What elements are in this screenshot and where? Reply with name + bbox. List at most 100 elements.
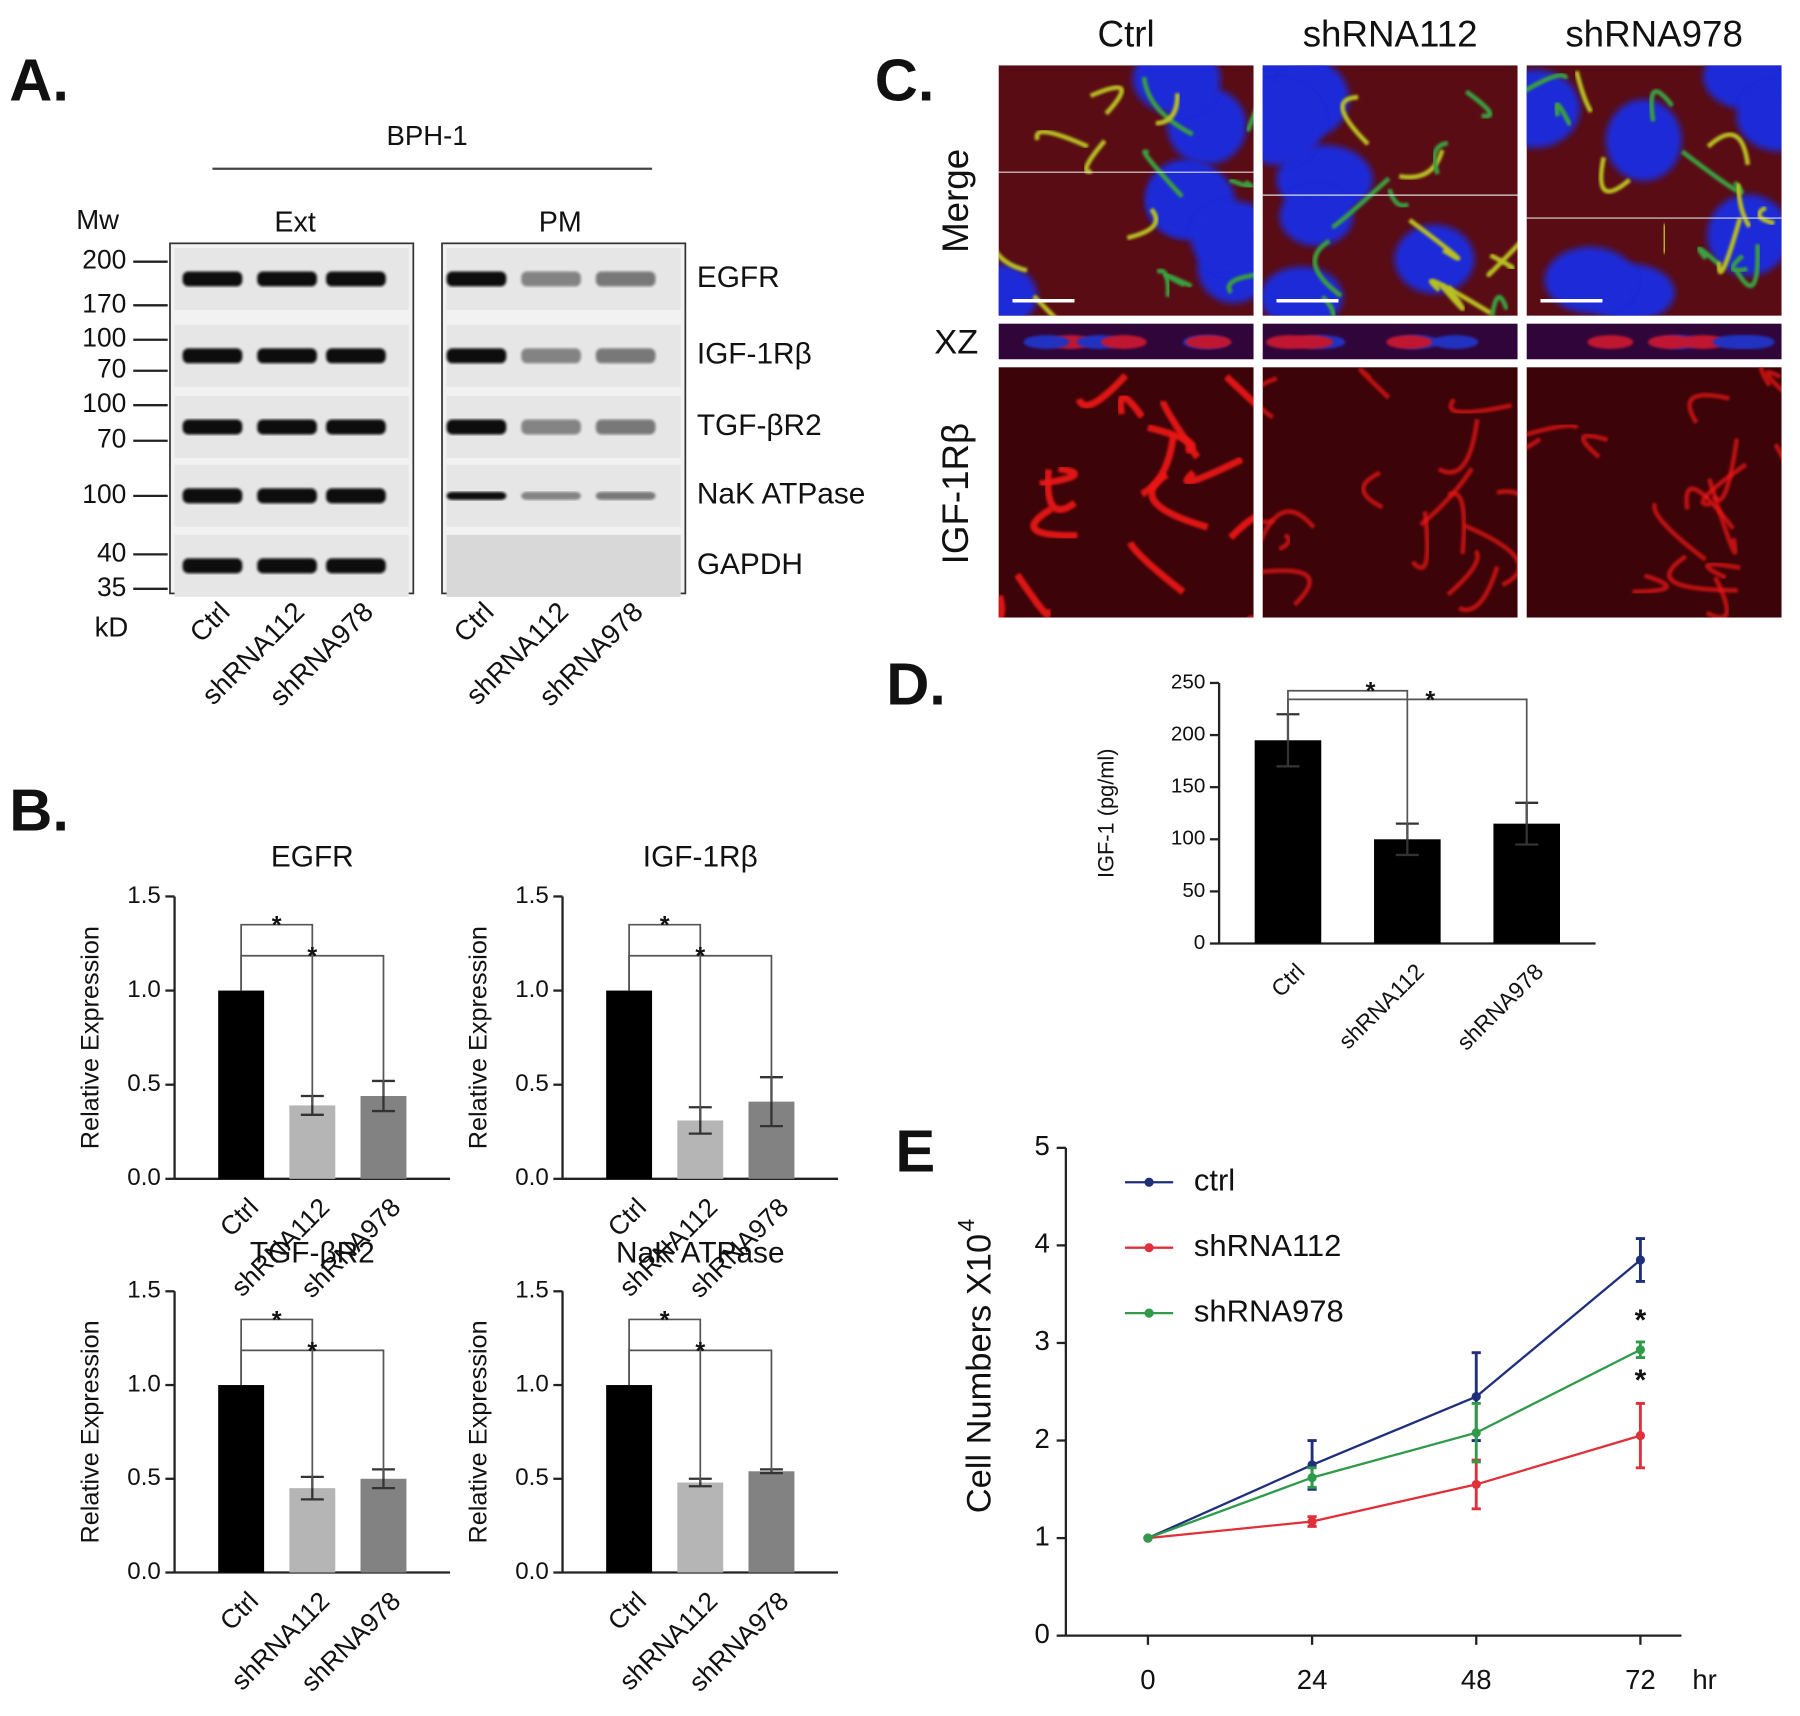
y-tick-label: 0.5: [127, 1070, 161, 1097]
y-axis-label: Relative Expression: [465, 1320, 493, 1543]
lane-label: Ctrl: [447, 596, 499, 648]
legend-marker: [1144, 1177, 1154, 1187]
membrane-red: [1014, 572, 1052, 618]
xz-spot: [1432, 335, 1479, 349]
mw-header: Mw: [76, 204, 119, 235]
bar: [289, 1105, 336, 1179]
blot-band: [326, 488, 386, 504]
y-tick-label: 4: [1034, 1228, 1049, 1259]
bar: [218, 1385, 265, 1573]
membrane: [1649, 89, 1675, 122]
mw-marker: 100: [82, 323, 126, 353]
blot-band: [446, 271, 507, 287]
bar: [606, 990, 653, 1179]
membrane: [1554, 102, 1573, 127]
membrane-red: [1117, 394, 1145, 419]
membrane: [1598, 156, 1632, 194]
nucleus: [1736, 82, 1782, 152]
xz-spot: [1023, 335, 1070, 349]
blot-band: [446, 419, 507, 435]
significance-label: *: [695, 943, 705, 971]
igf-content: [1526, 367, 1782, 618]
line: [1147, 1434, 1641, 1540]
blot-band: [521, 271, 581, 287]
significance-label: *: [307, 1337, 317, 1365]
membrane-red: [1127, 540, 1186, 595]
membrane: [1735, 183, 1752, 228]
membrane: [1034, 129, 1089, 149]
significance-bracket: [240, 954, 385, 1096]
membrane-red: [1361, 470, 1384, 510]
membrane: [1245, 110, 1254, 132]
significance-label: *: [660, 912, 670, 940]
blot-strip: [446, 534, 681, 597]
nucleus: [1262, 80, 1324, 166]
x-unit: hr: [1692, 1664, 1716, 1695]
mw-unit: kD: [95, 611, 129, 642]
blot-band: [257, 488, 317, 504]
blot-band: [521, 419, 581, 435]
y-tick-label: 2: [1034, 1423, 1049, 1454]
blot-row-label: GAPDH: [697, 548, 803, 581]
membrane-red: [998, 594, 1006, 618]
nucleus: [1279, 186, 1354, 246]
blot-band: [446, 348, 507, 364]
membrane: [1489, 253, 1515, 270]
y-axis-label: IGF-1 (pg/ml): [1094, 748, 1119, 878]
membrane: [1439, 283, 1466, 311]
x-tick-label: 72: [1625, 1664, 1656, 1695]
membrane-red: [1262, 376, 1278, 420]
membrane-red: [1140, 433, 1177, 498]
y-tick-label: 50: [1182, 879, 1205, 902]
blot-band: [257, 348, 317, 364]
y-axis-label: Relative Expression: [77, 1320, 105, 1543]
point: [1635, 1345, 1645, 1355]
chart-title: IGF-1Rβ: [643, 840, 758, 873]
merge-content: [1526, 65, 1782, 316]
igf-image: [998, 367, 1254, 618]
igf-content: [1262, 367, 1518, 612]
membrane-red: [1705, 576, 1730, 618]
membrane: [1226, 273, 1254, 295]
membrane: [1716, 217, 1743, 275]
membrane: [1141, 76, 1194, 137]
membrane: [1730, 254, 1748, 273]
legend-marker: [1144, 1243, 1154, 1253]
significance-label: *: [307, 943, 317, 971]
blot-row-label: NaK ATPase: [697, 478, 866, 511]
blot-band: [182, 271, 243, 287]
membrane: [1398, 149, 1445, 180]
xz-spot: [1100, 335, 1147, 349]
blot-row-label: EGFR: [697, 261, 780, 294]
membrane: [1408, 218, 1461, 261]
bar: [1254, 740, 1322, 944]
x-tick-label: Ctrl: [602, 1586, 652, 1636]
membrane: [1089, 85, 1124, 116]
column-label: shRNA978: [1565, 13, 1743, 54]
significance-label: *: [1635, 1304, 1647, 1337]
igf-content: [998, 373, 1254, 618]
membrane-red: [1358, 367, 1391, 400]
membrane-red: [1684, 486, 1735, 530]
x-tick-label: Ctrl: [1266, 958, 1310, 1002]
nucleus: [1707, 194, 1782, 276]
blot-band: [521, 348, 581, 364]
column-label: Ctrl: [1098, 13, 1155, 54]
membrane: [1032, 294, 1057, 316]
y-tick-label: 0: [1034, 1618, 1049, 1649]
blot-row-label: IGF-1Rβ: [697, 338, 812, 371]
y-tick-label: 1.5: [127, 882, 161, 909]
y-tick-label: 200: [1171, 723, 1205, 746]
membrane: [1155, 93, 1180, 126]
x-tick-label: Ctrl: [214, 1586, 264, 1636]
membrane: [1489, 294, 1509, 316]
legend-label: ctrl: [1194, 1162, 1235, 1197]
group-label: PM: [539, 206, 582, 238]
nucleus: [1605, 99, 1682, 182]
membrane-red: [1447, 491, 1467, 555]
xz-spot: [1266, 335, 1312, 349]
x-tick-label: Ctrl: [602, 1192, 652, 1242]
membrane: [1756, 205, 1775, 226]
xz-spot: [1587, 335, 1634, 349]
